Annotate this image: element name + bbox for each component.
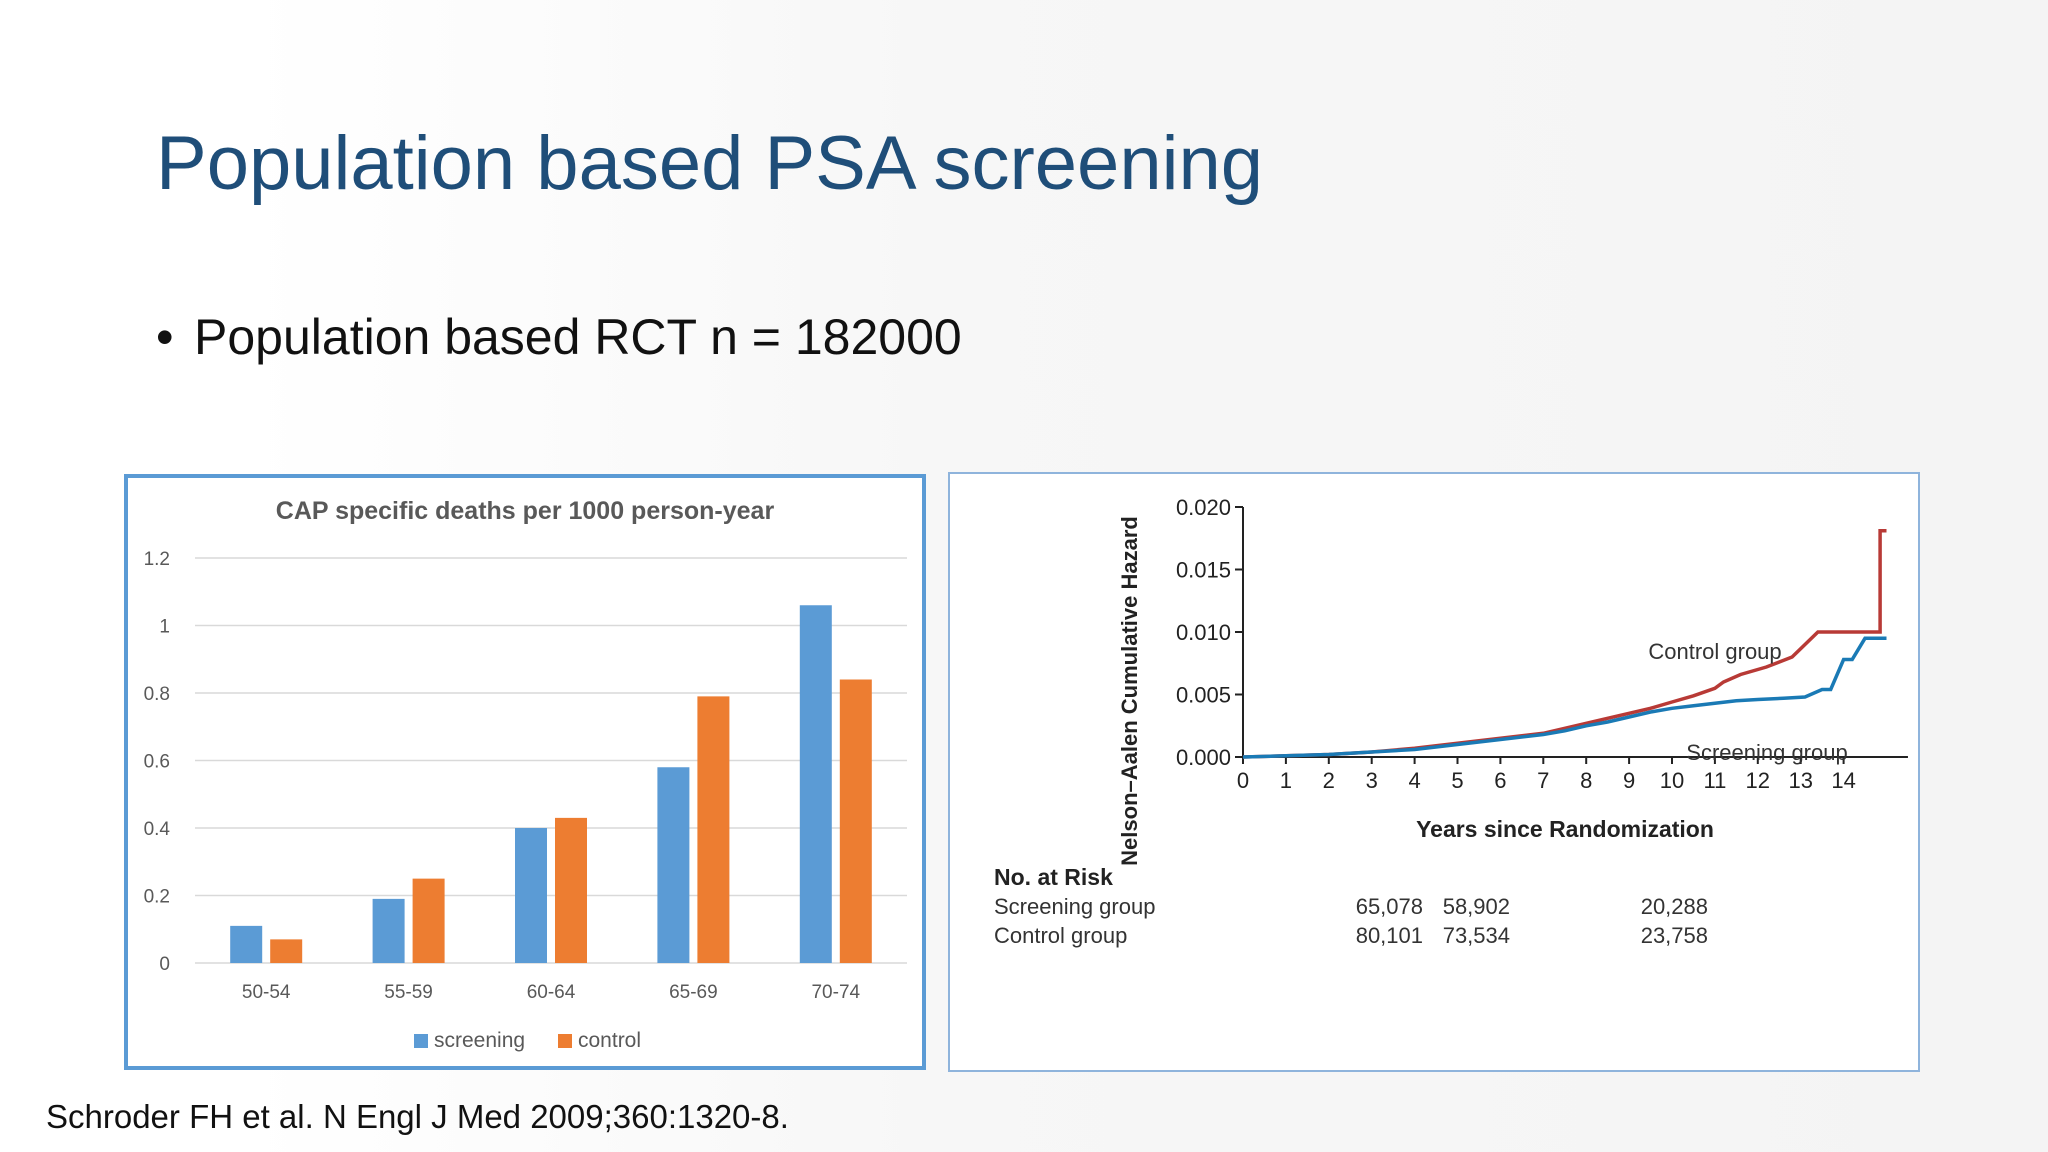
bar-chart-panel: CAP specific deaths per 1000 person-year… [124,474,926,1070]
x-tick-label: 6 [1494,768,1506,793]
bar-control-65-69 [697,696,730,963]
y-tick-label: 0.010 [1176,620,1231,645]
citation: Schroder FH et al. N Engl J Med 2009;360… [46,1098,789,1135]
x-tick-label: 0 [1237,768,1249,793]
risk-value: 58,902 [1443,894,1510,919]
x-tick-label: 12 [1746,768,1770,793]
risk-table-header: No. at Risk [994,864,1113,890]
risk-value: 80,101 [1356,923,1423,948]
x-tick-label: 2 [1323,768,1335,793]
risk-row-label-control: Control group [994,923,1127,948]
hazard-y-axis-label: Nelson–Aalen Cumulative Hazard [1117,516,1142,866]
x-tick-label: 9 [1623,768,1635,793]
hazard-chart-panel: Nelson–Aalen Cumulative Hazard Years sin… [948,472,1920,1072]
y-tick-label: 0.8 [144,684,170,705]
x-tick-label: 7 [1537,768,1549,793]
bar-screening-65-69 [657,767,690,963]
bar-screening-60-64 [515,828,547,963]
y-tick-label: 0.2 [144,887,170,908]
x-tick-label: 5 [1451,768,1463,793]
legend-label-screening: screening [434,1029,525,1052]
risk-row-label-screening: Screening group [994,894,1155,919]
legend-swatch-screening [414,1034,428,1048]
x-category-label: 55-59 [384,982,433,1003]
annotation-control-group: Control group [1648,639,1781,664]
bar-screening-55-59 [372,898,405,963]
y-tick-label: 0.6 [144,752,170,773]
y-tick-label: 0.015 [1176,558,1231,583]
x-tick-label: 11 [1703,768,1726,793]
x-category-label: 65-69 [669,982,718,1003]
y-tick-label: 1 [159,617,170,638]
y-tick-label: 0 [159,954,170,975]
x-category-label: 70-74 [811,982,860,1003]
y-tick-label: 0.020 [1176,495,1231,520]
x-tick-label: 13 [1788,768,1812,793]
x-tick-label: 4 [1408,768,1420,793]
series-line-screening-group [1242,636,1887,759]
bar-screening-70-74 [799,605,832,963]
slide-title: Population based PSA screening [156,121,1264,206]
legend-swatch-control [558,1034,572,1048]
risk-value: 23,758 [1641,923,1708,948]
bar-control-70-74 [839,679,872,963]
bar-screening-50-54 [230,925,263,963]
bullet-point: • Population based RCT n = 182000 [156,308,962,366]
annotation-screening-group: Screening group [1686,740,1847,765]
risk-value: 20,288 [1641,894,1708,919]
bar-control-55-59 [412,878,445,963]
hazard-chart: Nelson–Aalen Cumulative Hazard Years sin… [994,495,1908,948]
x-category-label: 50-54 [242,982,291,1003]
risk-value: 65,078 [1356,894,1423,919]
hazard-x-axis-label: Years since Randomization [1416,816,1714,842]
bullet-dot-icon: • [156,309,174,365]
x-tick-label: 1 [1280,768,1292,793]
x-tick-label: 8 [1580,768,1592,793]
bar-legend: screening control [414,1029,641,1052]
risk-table: No. at Risk Screening group Control grou… [994,864,1708,948]
bar-chart: CAP specific deaths per 1000 person-year… [144,497,907,1052]
x-tick-label: 14 [1831,768,1855,793]
bullet-text: Population based RCT n = 182000 [194,309,962,365]
y-tick-label: 0.000 [1176,745,1231,770]
bar-control-60-64 [555,817,587,963]
x-category-label: 60-64 [527,982,576,1003]
y-tick-label: 1.2 [144,549,170,570]
y-tick-label: 0.4 [144,819,171,840]
legend-label-control: control [578,1029,641,1052]
bar-chart-title: CAP specific deaths per 1000 person-year [276,497,775,525]
bar-control-50-54 [270,939,303,963]
x-tick-label: 10 [1660,768,1684,793]
y-tick-label: 0.005 [1176,683,1231,708]
series-line-control-group [1242,529,1887,759]
risk-value: 73,534 [1443,923,1510,948]
x-tick-label: 3 [1366,768,1378,793]
